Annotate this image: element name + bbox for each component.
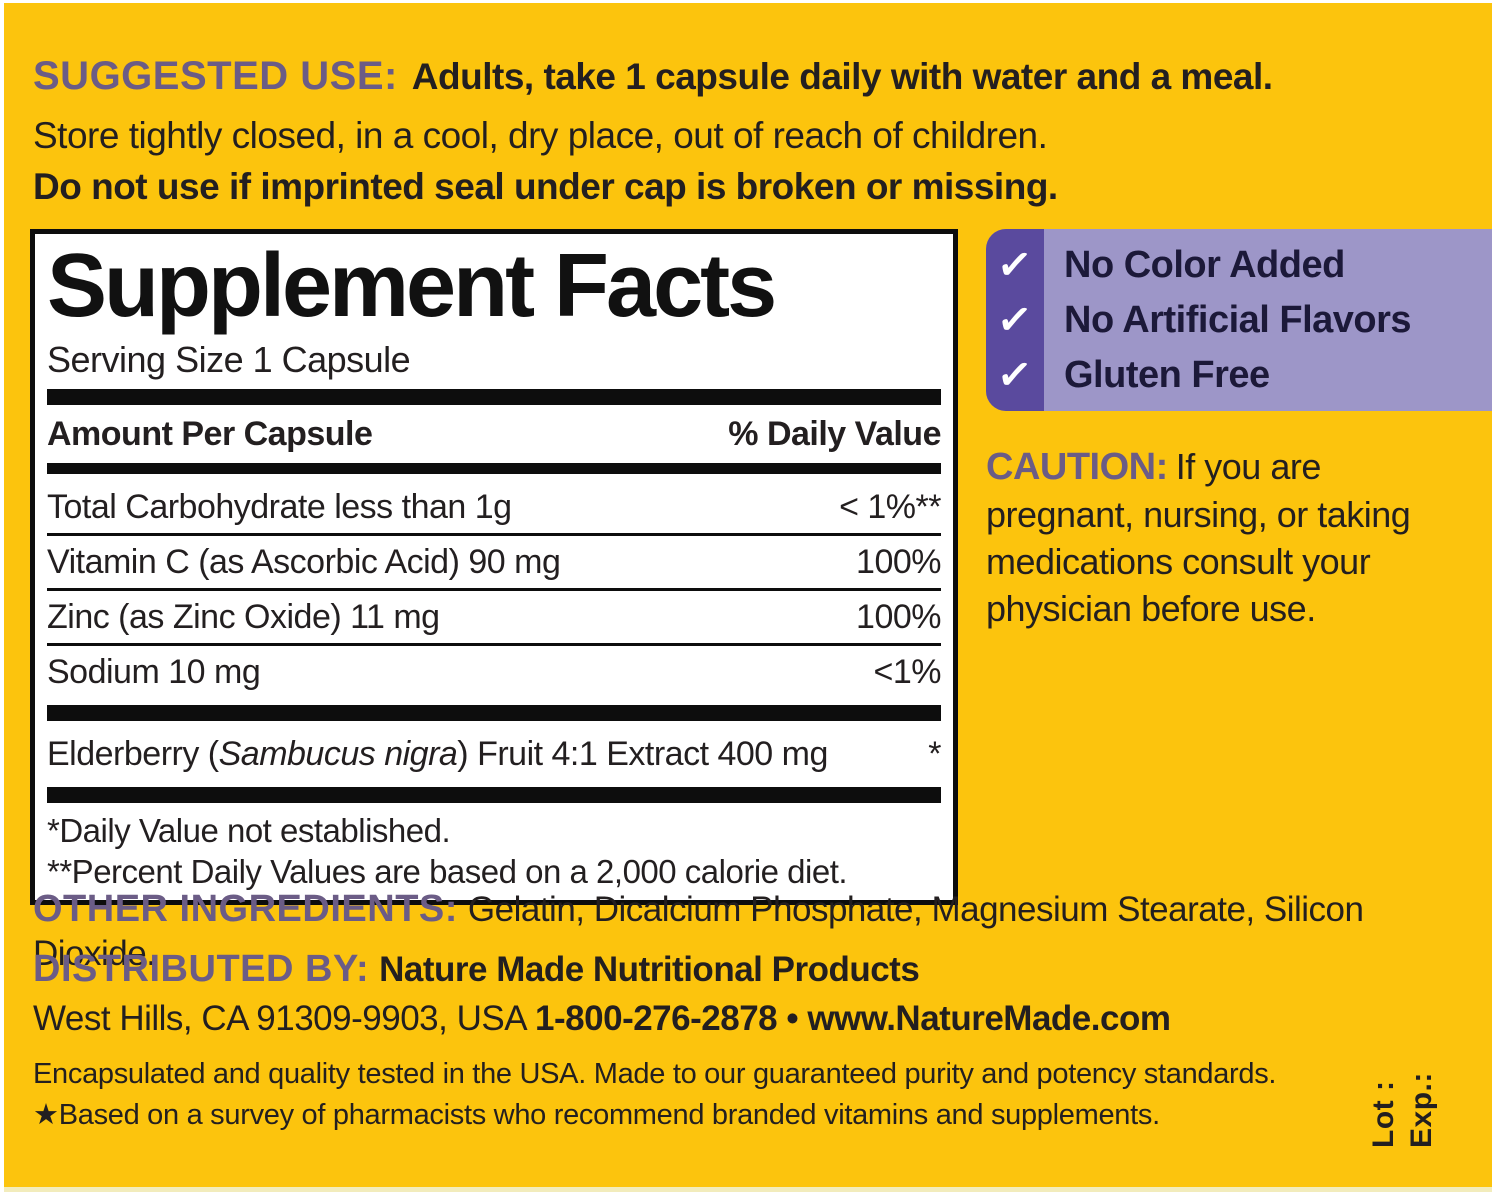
storage-instructions: Store tightly closed, in a cool, dry pla… — [33, 115, 1048, 156]
label-background: SUGGESTED USE: Adults, take 1 capsule da… — [4, 3, 1492, 1192]
check-icon: ✓ — [995, 349, 1036, 401]
panel-title: Supplement Facts — [47, 236, 777, 336]
table-row-zinc: Zinc (as Zinc Oxide) 11 mg 100% — [47, 588, 941, 643]
distributed-by-label: DISTRIBUTED BY: — [33, 948, 370, 990]
nutrient-name: Zinc (as Zinc Oxide) 11 mg — [47, 598, 440, 636]
distributed-by-section: DISTRIBUTED BY: Nature Made Nutritional P… — [33, 947, 1443, 992]
nutrient-name: Sodium 10 mg — [47, 653, 261, 691]
table-header-row: Amount Per Capsule % Daily Value — [47, 412, 941, 456]
divider-thick-bar — [47, 787, 941, 803]
divider-thick-bar — [47, 705, 941, 721]
footnote-daily-value: *Daily Value not established. — [47, 812, 451, 849]
caution-text: If you are pregnant, nursing, or taking … — [986, 446, 1411, 629]
divider-thick-bar — [47, 389, 941, 405]
nutrient-value: < 1%** — [839, 488, 941, 526]
elderberry-latin-name: Sambucus nigra — [218, 735, 458, 773]
serving-size: Serving Size 1 Capsule — [47, 339, 411, 380]
claims-check-strip: ✓ ✓ ✓ — [986, 229, 1044, 411]
nutrient-value: 100% — [856, 598, 941, 636]
lot-label: Lot : — [1367, 1080, 1400, 1148]
suggested-use-section: SUGGESTED USE: Adults, take 1 capsule da… — [33, 53, 1453, 215]
lot-exp-block: Lot : Exp.: — [1365, 1032, 1443, 1148]
other-ingredients-section: OTHER INGREDIENTS: Gelatin, Dicalcium Pho… — [33, 887, 1443, 976]
product-claims-box: ✓ ✓ ✓ No Color Added No Artificial Flavo… — [986, 229, 1492, 411]
quality-statement: Encapsulated and quality tested in the U… — [33, 1058, 1277, 1090]
distributor-address: West Hills, CA 91309-9903, USA — [33, 999, 528, 1038]
table-row-total-carbohydrate: Total Carbohydrate less than 1g < 1%** — [47, 481, 941, 533]
nutrient-name: Total Carbohydrate less than 1g — [47, 488, 512, 526]
other-ingredients-label: OTHER INGREDIENTS: — [33, 888, 458, 930]
nutrient-name: Elderberry (Sambucus nigra) Fruit 4:1 Ex… — [47, 733, 828, 775]
nutrient-name: Vitamin C (as Ascorbic Acid) 90 mg — [47, 543, 561, 581]
elderberry-pre: Elderberry ( — [47, 735, 219, 773]
pharmacist-survey-note: ★Based on a survey of pharmacists who re… — [33, 1099, 1160, 1131]
distributor-phone-web: 1-800-276-2878 • www.NatureMade.com — [535, 999, 1171, 1038]
table-row-vitamin-c: Vitamin C (as Ascorbic Acid) 90 mg 100% — [47, 533, 941, 588]
claims-list: No Color Added No Artificial Flavors Glu… — [1044, 229, 1492, 411]
caution-section: CAUTION: If you are pregnant, nursing, or… — [986, 443, 1438, 632]
suggested-use-directions: Adults, take 1 capsule daily with water … — [411, 56, 1273, 97]
distributor-address-line: West Hills, CA 91309-9903, USA 1-800-276-… — [33, 997, 1443, 1041]
supplement-facts-panel: Supplement Facts Serving Size 1 Capsule … — [30, 229, 958, 905]
daily-value-header: % Daily Value — [728, 415, 941, 453]
amount-per-capsule-header: Amount Per Capsule — [47, 415, 373, 453]
exp-label: Exp.: — [1405, 1072, 1438, 1148]
caution-label: CAUTION: — [986, 446, 1168, 488]
other-ingredients-text: Gelatin, Dicalcium Phosphate, Magnesium … — [33, 890, 1364, 973]
check-icon: ✓ — [995, 294, 1036, 345]
suggested-use-line: SUGGESTED USE: Adults, take 1 capsule da… — [33, 53, 1453, 108]
divider-medium-bar — [47, 463, 941, 474]
claim-no-artificial-flavors: No Artificial Flavors — [1064, 298, 1412, 341]
quality-statements: Encapsulated and quality tested in the U… — [33, 1055, 1333, 1137]
nutrient-value: 100% — [856, 543, 941, 581]
check-icon: ✓ — [995, 238, 1036, 290]
footnote-percent-daily-values: **Percent Daily Values are based on a 2,… — [47, 853, 848, 890]
nutrient-value: * — [928, 735, 941, 773]
table-row-elderberry: Elderberry (Sambucus nigra) Fruit 4:1 Ex… — [47, 728, 941, 780]
claim-gluten-free: Gluten Free — [1064, 354, 1270, 397]
table-row-sodium: Sodium 10 mg <1% — [47, 643, 941, 698]
elderberry-post: ) Fruit 4:1 Extract 400 mg — [457, 735, 828, 773]
suggested-use-label: SUGGESTED USE: — [33, 54, 398, 98]
distributor-company: Nature Made Nutritional Products — [379, 950, 920, 989]
claim-no-color-added: No Color Added — [1064, 243, 1345, 286]
nutrient-value: <1% — [873, 653, 942, 691]
seal-warning: Do not use if imprinted seal under cap i… — [33, 166, 1058, 207]
